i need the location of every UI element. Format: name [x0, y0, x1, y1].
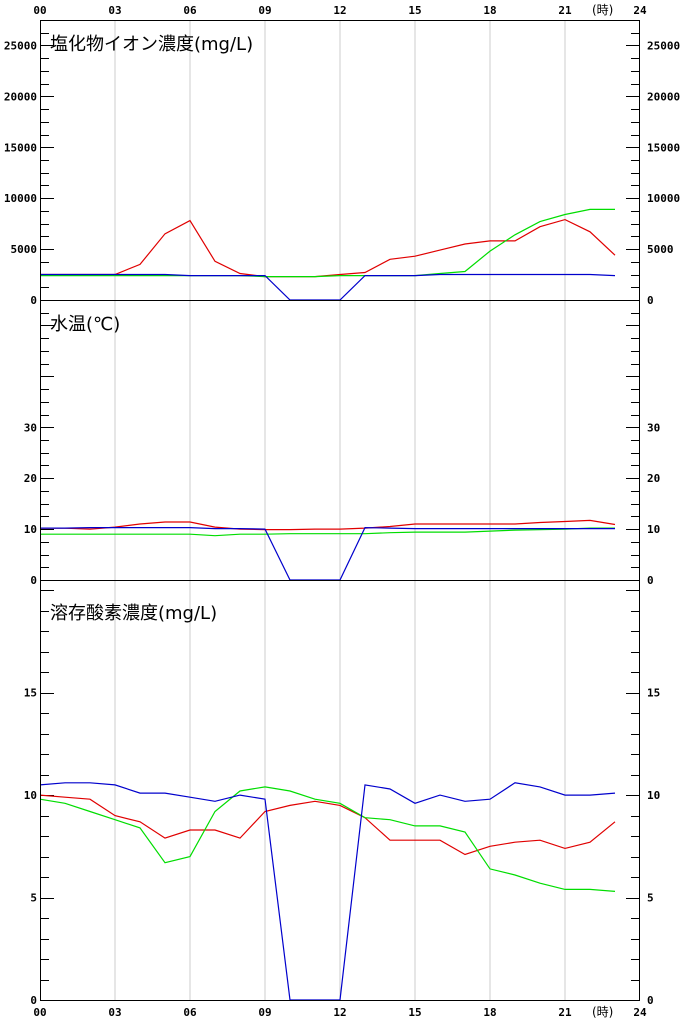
y-tick-label-left: 30 — [24, 421, 37, 434]
series-line-3 — [40, 273, 616, 301]
x-tick-label-bottom: 18 — [483, 1006, 496, 1019]
y-tick-label-left: 25000 — [4, 39, 37, 52]
y-tick-label-right: 15 — [647, 687, 660, 700]
x-tick-label-top: 00 — [33, 4, 46, 17]
y-tick-label-left: 20 — [24, 472, 37, 485]
y-tick-label-right: 10000 — [647, 192, 680, 205]
grid-layer — [114, 20, 566, 1000]
x-tick-label-top: 21 — [558, 4, 572, 17]
y-tick-label-right: 0 — [647, 994, 654, 1007]
panel-title-chloride: 塩化物イオン濃度(mg/L) — [50, 34, 253, 55]
x-tick-label-bottom: 12 — [333, 1006, 346, 1019]
x-tick-label-bottom: 09 — [258, 1006, 271, 1019]
x-tick-label-top: 03 — [108, 4, 121, 17]
y-tick-label-left: 15 — [24, 687, 37, 700]
x-tick-label-top: 18 — [483, 4, 496, 17]
y-tick-label-left: 10 — [24, 523, 37, 536]
y-tick-label-left: 5 — [30, 892, 37, 905]
y-tick-label-right: 0 — [647, 574, 654, 587]
x-tick-label-bottom: 00 — [33, 1006, 46, 1019]
y-tick-label-left: 10000 — [4, 192, 37, 205]
y-tick-label-right: 5000 — [647, 243, 674, 256]
y-tick-label-left: 0 — [30, 294, 37, 307]
x-tick-label-top: 06 — [183, 4, 197, 17]
y-tick-label-left: 10 — [24, 789, 37, 802]
y-tick-label-left: 0 — [30, 994, 37, 1007]
series-line-2 — [40, 527, 615, 537]
x-unit-label-bottom: (時) — [592, 1005, 613, 1019]
x-tick-label-bottom: 15 — [408, 1006, 421, 1019]
x-tick-label-top: 09 — [258, 4, 271, 17]
panel-frame — [40, 580, 640, 1001]
y-tick-label-right: 15000 — [647, 141, 680, 154]
x-tick-label-top: 15 — [408, 4, 421, 17]
y-tick-label-right: 5 — [647, 892, 654, 905]
panel-title-dissolved-oxygen: 溶存酸素濃度(mg/L) — [50, 603, 217, 624]
x-unit-label-top: (時) — [592, 3, 613, 17]
series-line-3 — [40, 526, 615, 581]
y-tick-label-right: 20000 — [647, 90, 680, 103]
y-tick-label-right: 20 — [647, 472, 660, 485]
series-line-2 — [40, 208, 615, 278]
y-tick-label-right: 10 — [647, 789, 660, 802]
y-tick-label-right: 10 — [647, 523, 660, 536]
y-tick-label-left: 0 — [30, 574, 37, 587]
series-line-1 — [40, 519, 616, 531]
y-tick-label-right: 30 — [647, 421, 660, 434]
series-layer — [39, 208, 616, 1001]
y-tick-label-left: 15000 — [4, 141, 37, 154]
x-tick-label-bottom: 06 — [183, 1006, 197, 1019]
y-tick-label-right: 25000 — [647, 39, 680, 52]
series-line-3 — [39, 782, 616, 1001]
x-tick-label-bottom: 24 — [633, 1006, 647, 1019]
x-tick-label-bottom: 21 — [558, 1006, 572, 1019]
series-line-1 — [39, 794, 616, 856]
x-tick-label-top: 12 — [333, 4, 346, 17]
y-tick-label-left: 5000 — [11, 243, 38, 256]
y-tick-label-right: 0 — [647, 294, 654, 307]
frame-layer — [40, 20, 640, 1001]
x-tick-label-top: 24 — [633, 4, 647, 17]
panel-title-water-temp: 水温(℃) — [50, 314, 120, 335]
x-tick-label-bottom: 03 — [108, 1006, 121, 1019]
series-line-2 — [39, 786, 616, 892]
y-tick-label-left: 20000 — [4, 90, 37, 103]
